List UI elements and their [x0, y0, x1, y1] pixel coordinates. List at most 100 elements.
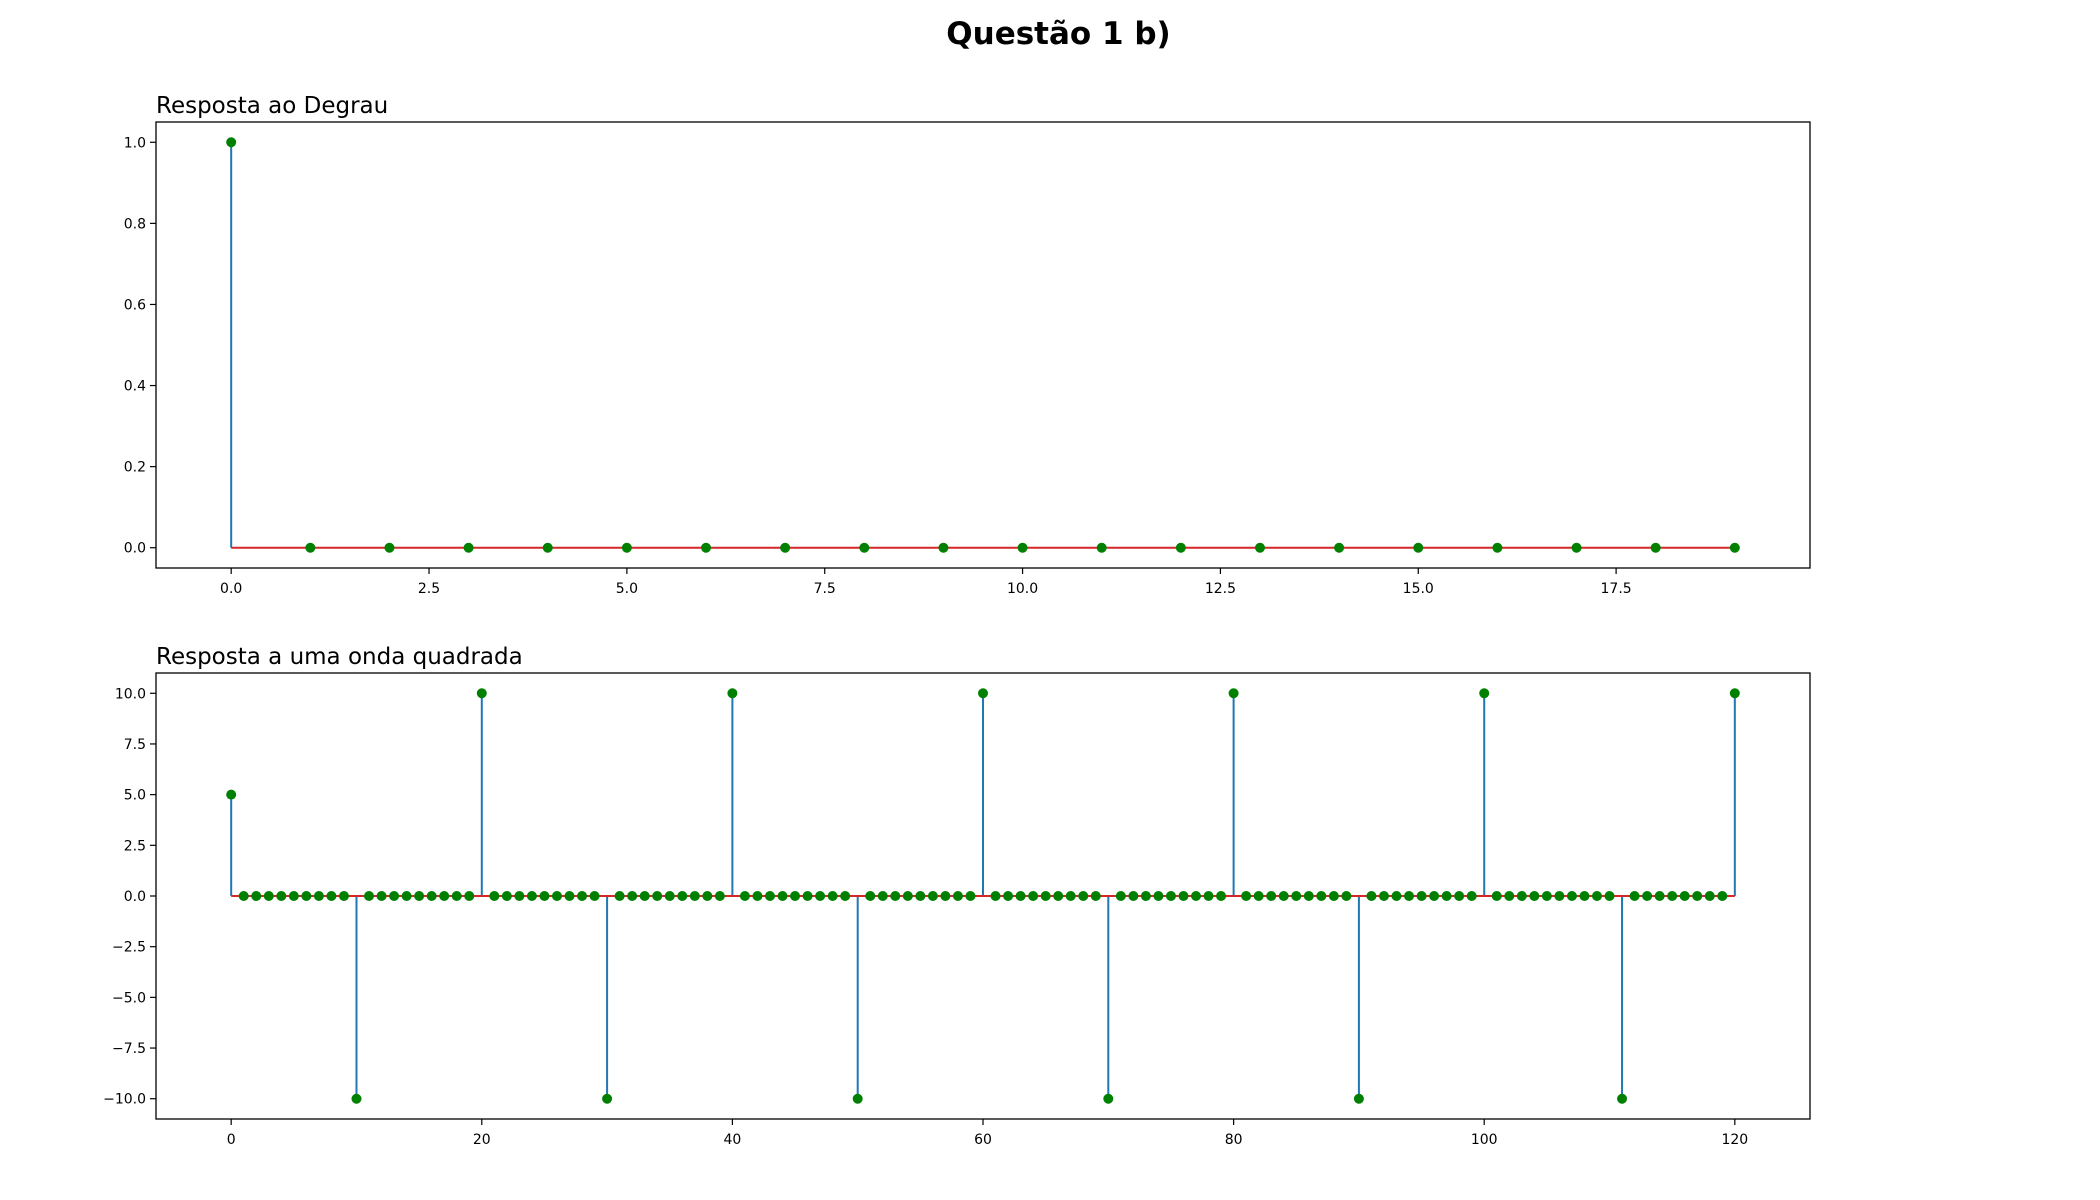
stem-marker: [639, 891, 650, 901]
x-tick-label: 40: [723, 1132, 741, 1148]
y-tick-label: −5.0: [112, 990, 146, 1006]
stem-marker: [802, 891, 813, 901]
plot-title-step-response: Resposta ao Degrau: [156, 93, 388, 119]
x-tick-label: 20: [473, 1132, 491, 1148]
stem-marker: [1504, 891, 1515, 901]
stem-marker: [305, 542, 316, 553]
stem-marker: [1153, 891, 1164, 901]
stem-marker: [764, 891, 775, 901]
stem-marker: [701, 542, 712, 553]
stem-marker: [1492, 542, 1503, 553]
stem-marker: [313, 891, 324, 901]
stem-marker: [1654, 891, 1665, 901]
stem-marker: [526, 891, 537, 901]
stem-marker: [1366, 891, 1377, 901]
stem-marker: [677, 891, 688, 901]
y-tick-label: 0.0: [124, 889, 146, 905]
stem-marker: [1103, 1093, 1114, 1104]
stem-marker: [1391, 891, 1402, 901]
stem-marker: [1328, 891, 1339, 901]
stem-marker: [539, 891, 550, 901]
stem-marker: [1028, 891, 1039, 901]
x-tick-label: 80: [1225, 1132, 1243, 1148]
stem-marker: [1378, 891, 1389, 901]
stem-marker: [852, 1093, 863, 1104]
stem-marker: [1266, 891, 1277, 901]
stem-marker: [1254, 542, 1265, 553]
stem-marker: [389, 891, 400, 901]
stem-marker: [1604, 891, 1615, 901]
stem-marker: [1566, 891, 1577, 901]
y-tick-label: 7.5: [124, 737, 146, 753]
stem-marker: [1341, 891, 1352, 901]
y-tick-label: 0.2: [124, 460, 146, 476]
stem-marker: [451, 891, 462, 901]
stem-marker: [577, 891, 588, 901]
stem-marker: [464, 891, 475, 901]
stem-marker: [790, 891, 801, 901]
plot-title-square-wave-response: Resposta a uma onda quadrada: [156, 644, 523, 670]
stem-marker: [1278, 891, 1289, 901]
stem-marker: [1065, 891, 1076, 901]
stem-marker: [614, 891, 625, 901]
stem-marker: [1591, 891, 1602, 901]
stem-marker: [476, 688, 487, 699]
step-response-plot: Resposta ao Degrau 0.0 2.5 5.0 7.5 10.0 12.5 1…: [124, 93, 1811, 597]
stem-marker: [1642, 891, 1653, 901]
stem-marker: [739, 891, 750, 901]
stem-marker: [978, 688, 988, 699]
stem-marker: [326, 891, 337, 901]
stem-marker: [1115, 891, 1126, 901]
stem-marker: [840, 891, 851, 901]
stem-marker: [514, 891, 525, 901]
stem-marker: [564, 891, 575, 901]
square-wave-response-plot: Resposta a uma onda quadrada 0 20 40 60 80 10…: [103, 644, 1811, 1148]
stem-marker: [1529, 891, 1540, 901]
stem-marker: [1128, 891, 1139, 901]
stem-marker: [1253, 891, 1264, 901]
stem-marker: [938, 542, 949, 553]
stem-marker: [226, 789, 237, 800]
stem-marker: [1541, 891, 1552, 901]
x-tick-label: 12.5: [1205, 581, 1236, 597]
stem-marker: [1017, 542, 1028, 553]
stem-marker: [1579, 891, 1590, 901]
stem-marker: [1667, 891, 1678, 901]
stem-marker: [702, 891, 713, 901]
stem-marker: [1650, 542, 1661, 553]
x-tick-label: 10.0: [1007, 581, 1038, 597]
stem-marker: [1203, 891, 1214, 901]
figure-title: Questão 1 b): [946, 16, 1171, 52]
stem-marker: [877, 891, 888, 901]
stem-marker: [952, 891, 963, 901]
stem-marker: [542, 542, 553, 553]
stem-marker: [1090, 891, 1101, 901]
y-tick-label: 0.6: [124, 297, 146, 313]
stem-marker: [489, 891, 500, 901]
stem-marker: [714, 891, 725, 901]
stem-marker: [376, 891, 387, 901]
stem-marker: [1729, 542, 1740, 553]
stem-marker: [1353, 1093, 1364, 1104]
y-tick-label: −10.0: [103, 1092, 146, 1108]
stem-marker: [1692, 891, 1703, 901]
stem-marker: [439, 891, 450, 901]
stem-marker: [238, 891, 249, 901]
stem-marker: [865, 891, 876, 901]
y-tick-label: 0.0: [124, 541, 146, 557]
stem-marker: [752, 891, 763, 901]
stem-marker: [226, 137, 237, 148]
stem-marker: [1165, 891, 1176, 901]
stem-marker: [1178, 891, 1189, 901]
stem-marker: [414, 891, 425, 901]
stem-marker: [276, 891, 287, 901]
y-tick-label: 0.8: [124, 216, 146, 232]
stem-marker: [1429, 891, 1440, 901]
stem-marker: [1571, 542, 1582, 553]
stem-marker: [827, 891, 838, 901]
stem-marker: [1175, 542, 1186, 553]
stem-marker: [1466, 891, 1477, 901]
stem-marker: [1717, 891, 1728, 901]
stem-marker: [621, 542, 632, 553]
stem-marker: [338, 891, 349, 901]
